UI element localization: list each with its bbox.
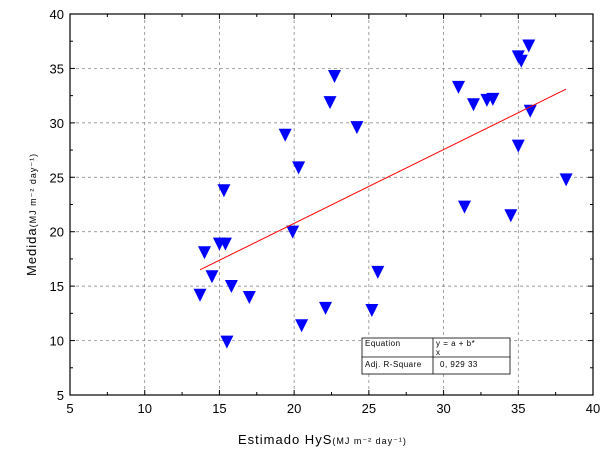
data-points (193, 39, 573, 349)
data-point (242, 290, 256, 304)
x-tick-label: 5 (66, 401, 73, 416)
y-tick-label: 20 (50, 225, 64, 240)
fit-line (199, 88, 567, 271)
y-axis-unit: (MJ m⁻² day⁻¹) (28, 153, 38, 228)
data-point (511, 139, 525, 153)
data-point (522, 39, 536, 53)
y-tick-label: 15 (50, 279, 64, 294)
x-tick-label: 25 (362, 401, 376, 416)
x-tick-label: 30 (436, 401, 450, 416)
data-point (350, 121, 364, 135)
data-point (197, 246, 211, 260)
data-point (514, 54, 528, 68)
data-point (224, 280, 238, 294)
data-point (286, 225, 300, 239)
y-tick-label: 30 (50, 116, 64, 131)
data-point (205, 270, 219, 284)
data-point (295, 319, 309, 333)
data-point (327, 69, 341, 83)
y-axis-label: Medida (24, 227, 39, 276)
data-point (486, 92, 500, 106)
x-axis-title: Estimado HyS(MJ m⁻² day⁻¹) (238, 432, 407, 447)
y-tick-label: 5 (57, 388, 64, 403)
stats-row-value-r-square: 0, 929 33 (440, 360, 478, 369)
data-point (323, 96, 337, 110)
x-tick-label: 20 (287, 401, 301, 416)
x-axis-label: Estimado HyS (238, 432, 332, 447)
data-point (218, 237, 232, 251)
data-point (319, 301, 333, 315)
y-tick-label: 25 (50, 170, 64, 185)
x-tick-label: 35 (511, 401, 525, 416)
x-axis-unit: (MJ m⁻² day⁻¹) (332, 436, 407, 446)
data-point (217, 184, 231, 198)
stats-row-value-equation-line2: x (436, 348, 441, 357)
data-point (559, 173, 573, 187)
data-point (278, 128, 292, 142)
x-tick-label: 15 (212, 401, 226, 416)
data-point (466, 98, 480, 112)
data-point (457, 200, 471, 214)
y-tick-label: 40 (50, 7, 64, 22)
data-point (193, 288, 207, 302)
stats-box: Equation y = a + b* x Adj. R-Square 0, 9… (361, 337, 511, 375)
x-tick-label: 40 (586, 401, 600, 416)
stats-row-label-r-square: Adj. R-Square (365, 360, 422, 369)
data-point (220, 335, 234, 349)
y-tick-label: 35 (50, 61, 64, 76)
axis-ticks: 5 10 15 20 25 30 35 40 5 10 15 20 25 30 35 40 (50, 7, 601, 416)
stats-row-value-equation: y = a + b* (436, 339, 475, 348)
data-point (365, 304, 379, 318)
data-point (452, 80, 466, 94)
data-point (504, 209, 518, 223)
stats-row-label-equation: Equation (365, 339, 401, 348)
x-tick-label: 10 (137, 401, 151, 416)
y-axis-title: Medida(MJ m⁻² day⁻¹) (24, 153, 39, 276)
y-tick-label: 10 (50, 334, 64, 349)
data-point (371, 265, 385, 279)
data-point (292, 161, 306, 175)
